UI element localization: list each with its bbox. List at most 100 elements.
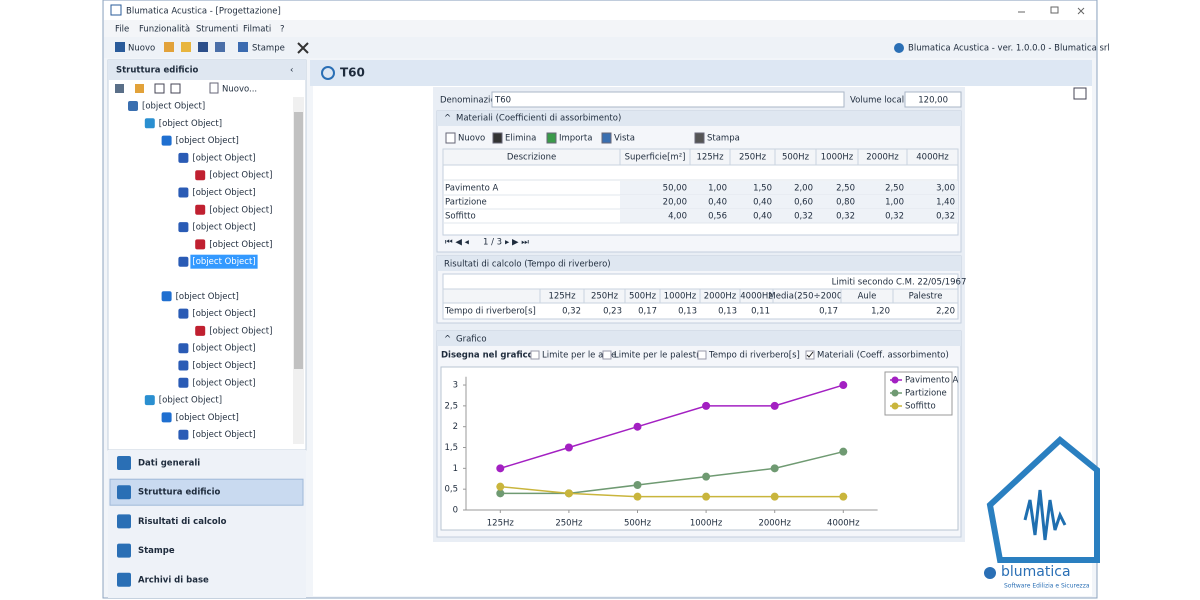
tree-item[interactable]: [object Object] [176, 413, 239, 423]
icon-saveas[interactable] [215, 42, 225, 52]
menu-item[interactable]: File [115, 25, 129, 35]
name-value[interactable]: T60 [494, 96, 511, 106]
x-tick-label: 1000Hz [690, 519, 723, 529]
tree-item[interactable]: [object Object] [192, 378, 255, 388]
legend-label[interactable]: Partizione [905, 389, 947, 399]
tree-icon [161, 412, 172, 423]
pager-nav-next[interactable]: ▸ ▶ ⏭ [505, 238, 529, 248]
tree-item[interactable]: [object Object] [192, 361, 255, 371]
tree-icon [195, 204, 206, 215]
tree-item[interactable]: [object Object] [209, 205, 272, 215]
y-tick-label: 0,5 [444, 485, 458, 495]
volume-value[interactable]: 120,00 [918, 96, 948, 106]
panel-toggle[interactable] [1073, 87, 1087, 100]
tree-icon [161, 291, 172, 302]
name-label: Denominazione [440, 96, 506, 106]
tree-icon [178, 377, 189, 388]
button-icon[interactable] [492, 132, 503, 144]
point [633, 481, 642, 490]
nav-icon[interactable] [117, 514, 131, 529]
nav-icon[interactable] [117, 543, 131, 558]
nav-icon[interactable] [117, 456, 131, 470]
column-title: 4000Hz [916, 153, 949, 163]
checkbox-label[interactable]: Limite per le palestre [614, 351, 705, 361]
menu-item[interactable]: Filmati [243, 25, 271, 35]
tree-item[interactable]: [object Object] [192, 430, 255, 440]
tree-new[interactable]: Nuovo... [222, 85, 257, 95]
legend-marker [891, 389, 899, 397]
nav-item[interactable]: Struttura edificio [138, 488, 221, 498]
checkbox-label[interactable]: Limite per le aule [542, 351, 616, 361]
nav-item[interactable]: Risultati di calcolo [138, 517, 227, 527]
tree-item[interactable]: [object Object] [209, 326, 272, 336]
icon-print[interactable] [238, 42, 248, 52]
volume-input[interactable] [904, 91, 962, 108]
icon-tools[interactable] [164, 42, 174, 52]
column-title: 2000Hz [866, 153, 899, 163]
tree-item[interactable]: [object Object] [192, 153, 255, 163]
tree-item[interactable]: [object Object] [176, 136, 239, 146]
legend-label[interactable]: Pavimento A [905, 376, 958, 386]
checkbox[interactable] [530, 350, 540, 360]
tree-item[interactable]: [object Object] [192, 309, 255, 319]
cell: 0,32 [936, 212, 955, 222]
toolbar-button[interactable]: Elimina [505, 134, 536, 144]
checkbox-label[interactable]: Materiali (Coeff. assorbimento) [817, 351, 949, 361]
tree-item[interactable]: [object Object] [209, 171, 272, 181]
nav-icon[interactable] [117, 572, 131, 587]
toolbar-button[interactable]: Vista [614, 134, 635, 144]
pager-nav[interactable]: ⏮ ◀ ◂ [445, 238, 470, 248]
checkbox[interactable] [602, 350, 612, 360]
y-tick-label: 1 [453, 464, 458, 474]
logo-house [986, 436, 1100, 563]
tree-item[interactable]: [object Object] [192, 257, 255, 267]
cell: Soffitto [445, 212, 476, 222]
point [702, 401, 711, 410]
button-icon[interactable] [445, 132, 456, 144]
toolbar-new[interactable]: Nuovo [128, 44, 155, 54]
tree-item[interactable]: [object Object] [192, 344, 255, 354]
nav-icon[interactable] [117, 485, 131, 500]
expand[interactable]: ^ [444, 335, 451, 345]
cell: 0,13 [678, 307, 697, 317]
tree-item[interactable]: [object Object] [176, 292, 239, 302]
nav-item[interactable]: Stampe [138, 546, 175, 556]
toolbar-button[interactable]: Importa [559, 134, 592, 144]
icon-open[interactable] [181, 42, 191, 52]
collapse[interactable]: ‹ [290, 66, 293, 76]
icon-new[interactable] [115, 42, 125, 52]
scroll-thumb[interactable] [294, 112, 303, 369]
tree-item[interactable]: [object Object] [159, 119, 222, 129]
title-bar [104, 1, 1096, 20]
nav-item[interactable]: Archivi di base [138, 575, 209, 585]
tree-item[interactable]: [object Object] [192, 223, 255, 233]
legend-label[interactable]: Soffitto [905, 402, 936, 412]
toolbar-button[interactable]: Stampa [707, 134, 740, 144]
point [839, 381, 848, 390]
limits-header: Limiti secondo C.M. 22/05/1967 [832, 278, 967, 288]
results-title: Risultati di calcolo (Tempo di riverbero… [444, 260, 611, 270]
checkbox-label[interactable]: Tempo di riverbero[s] [708, 351, 800, 361]
tree-item[interactable]: [object Object] [192, 188, 255, 198]
name-input[interactable] [491, 91, 845, 108]
toolbar-print[interactable]: Stampe [252, 44, 285, 54]
graph-header [437, 331, 961, 346]
button-icon[interactable] [694, 132, 705, 144]
expand[interactable]: ^ [444, 114, 451, 124]
tree-item[interactable]: [object Object] [159, 396, 222, 406]
tree-item[interactable]: [object Object] [142, 102, 205, 112]
column-title: Descrizione [507, 153, 556, 163]
menu-item[interactable]: Strumenti [196, 25, 238, 35]
icon-settings[interactable] [297, 42, 309, 54]
nav-item[interactable]: Dati generali [138, 459, 200, 469]
window-controls[interactable] [1018, 6, 1085, 15]
menu-item[interactable]: ? [280, 25, 285, 35]
checkbox[interactable] [697, 350, 707, 360]
menu-item[interactable]: Funzionalità [139, 25, 190, 35]
button-icon[interactable] [601, 132, 612, 144]
tree-item[interactable]: [object Object] [209, 240, 272, 250]
button-icon[interactable] [546, 132, 557, 144]
icon-save[interactable] [198, 42, 208, 52]
tree-icon [144, 118, 155, 129]
toolbar-button[interactable]: Nuovo [458, 134, 485, 144]
